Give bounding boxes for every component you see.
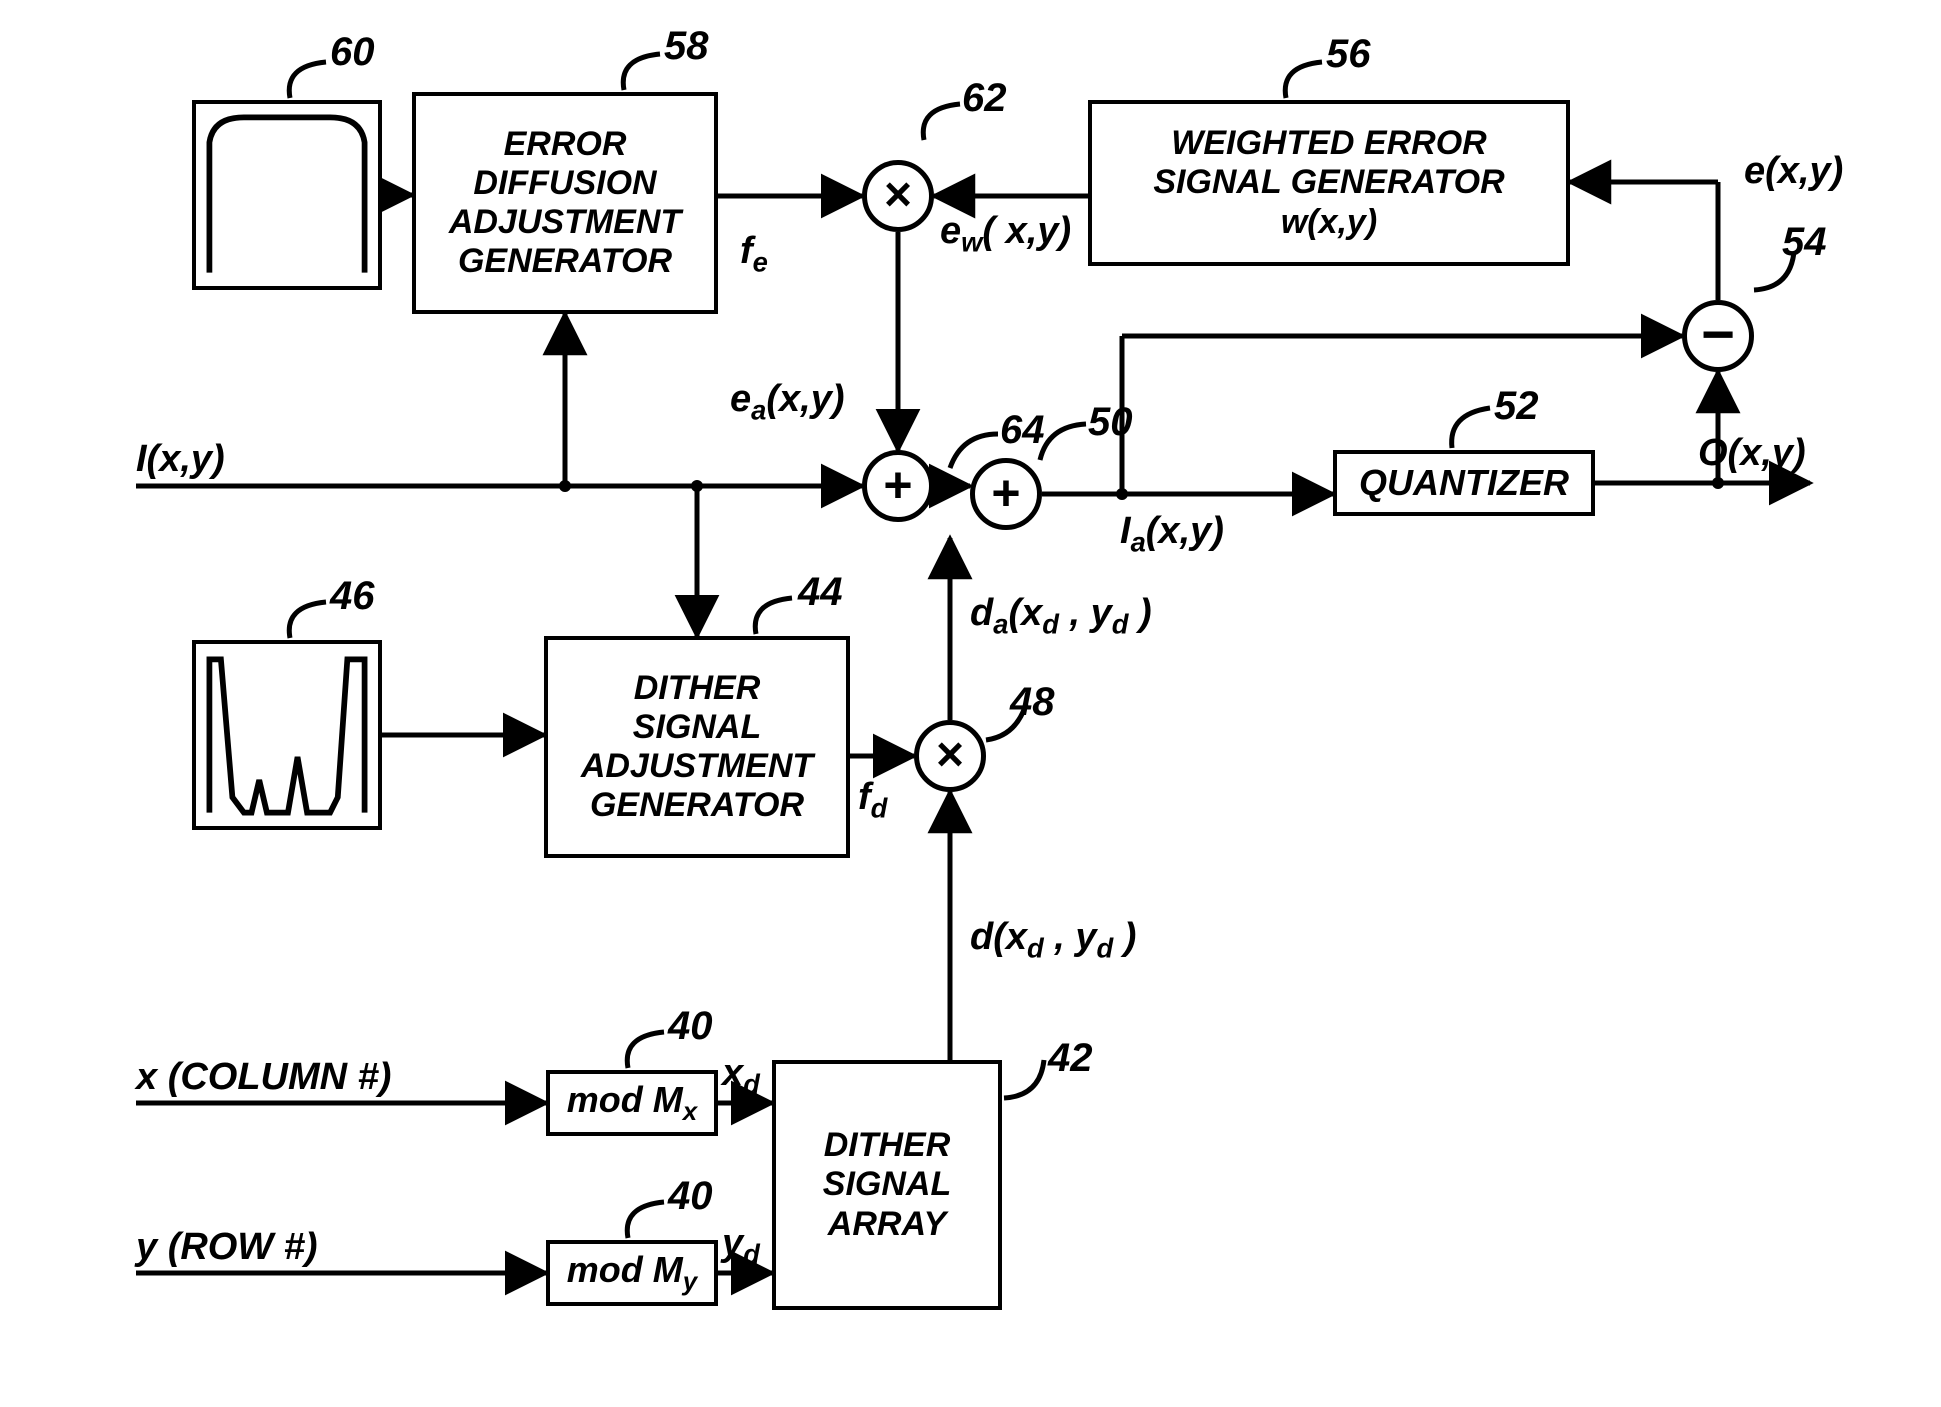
ref-48: 48 [1010, 680, 1055, 725]
label-ew: ew( x,y) [940, 210, 1071, 259]
ref-44: 44 [798, 570, 843, 615]
label-xd: xd [722, 1052, 760, 1101]
label-Ia: Ia(x,y) [1120, 510, 1224, 559]
multiplier-62: × [862, 160, 934, 232]
label-xcol: x (COLUMN #) [136, 1056, 391, 1099]
label-I: I(x,y) [136, 438, 225, 481]
ref-58: 58 [664, 24, 709, 69]
label-fd: fd [858, 776, 887, 825]
label-yd: yd [722, 1222, 760, 1271]
ref-42: 42 [1048, 1036, 1093, 1081]
label-ea: ea(x,y) [730, 378, 845, 427]
ref-40b: 40 [668, 1174, 713, 1219]
label-e: e(x,y) [1744, 150, 1843, 193]
ref-46: 46 [330, 574, 375, 619]
ref-62: 62 [962, 76, 1007, 121]
mod-my-box: mod My [546, 1240, 718, 1306]
weighted-error-signal-generator-box: WEIGHTED ERRORSIGNAL GENERATORw(x,y) [1088, 100, 1570, 266]
summer-64: + [862, 450, 934, 522]
quantizer-box: QUANTIZER [1333, 450, 1595, 516]
signal-diagram: ERRORDIFFUSIONADJUSTMENTGENERATOR WEIGHT… [0, 0, 1941, 1407]
mod-mx-box: mod Mx [546, 1070, 718, 1136]
ref-54: 54 [1782, 220, 1827, 265]
dither-signal-adjustment-generator-box: DITHERSIGNALADJUSTMENTGENERATOR [544, 636, 850, 858]
summer-50: + [970, 458, 1042, 530]
ref-40a: 40 [668, 1004, 713, 1049]
label-d: d(xd , yd ) [970, 916, 1136, 965]
ref-64: 64 [1000, 408, 1045, 453]
label-fe: fe [740, 230, 768, 279]
label-da: da(xd , yd ) [970, 592, 1152, 641]
ref-52: 52 [1494, 384, 1539, 429]
label-yrow: y (ROW #) [136, 1226, 318, 1269]
lut-60-box [192, 100, 382, 290]
multiplier-48: × [914, 720, 986, 792]
label-O: O(x,y) [1698, 432, 1806, 475]
ref-50: 50 [1088, 400, 1133, 445]
subtractor-54: − [1682, 300, 1754, 372]
lut-46-box [192, 640, 382, 830]
ref-56: 56 [1326, 32, 1371, 77]
dither-signal-array-box: DITHERSIGNALARRAY [772, 1060, 1002, 1310]
ref-60: 60 [330, 30, 375, 75]
error-diffusion-adjustment-generator-box: ERRORDIFFUSIONADJUSTMENTGENERATOR [412, 92, 718, 314]
